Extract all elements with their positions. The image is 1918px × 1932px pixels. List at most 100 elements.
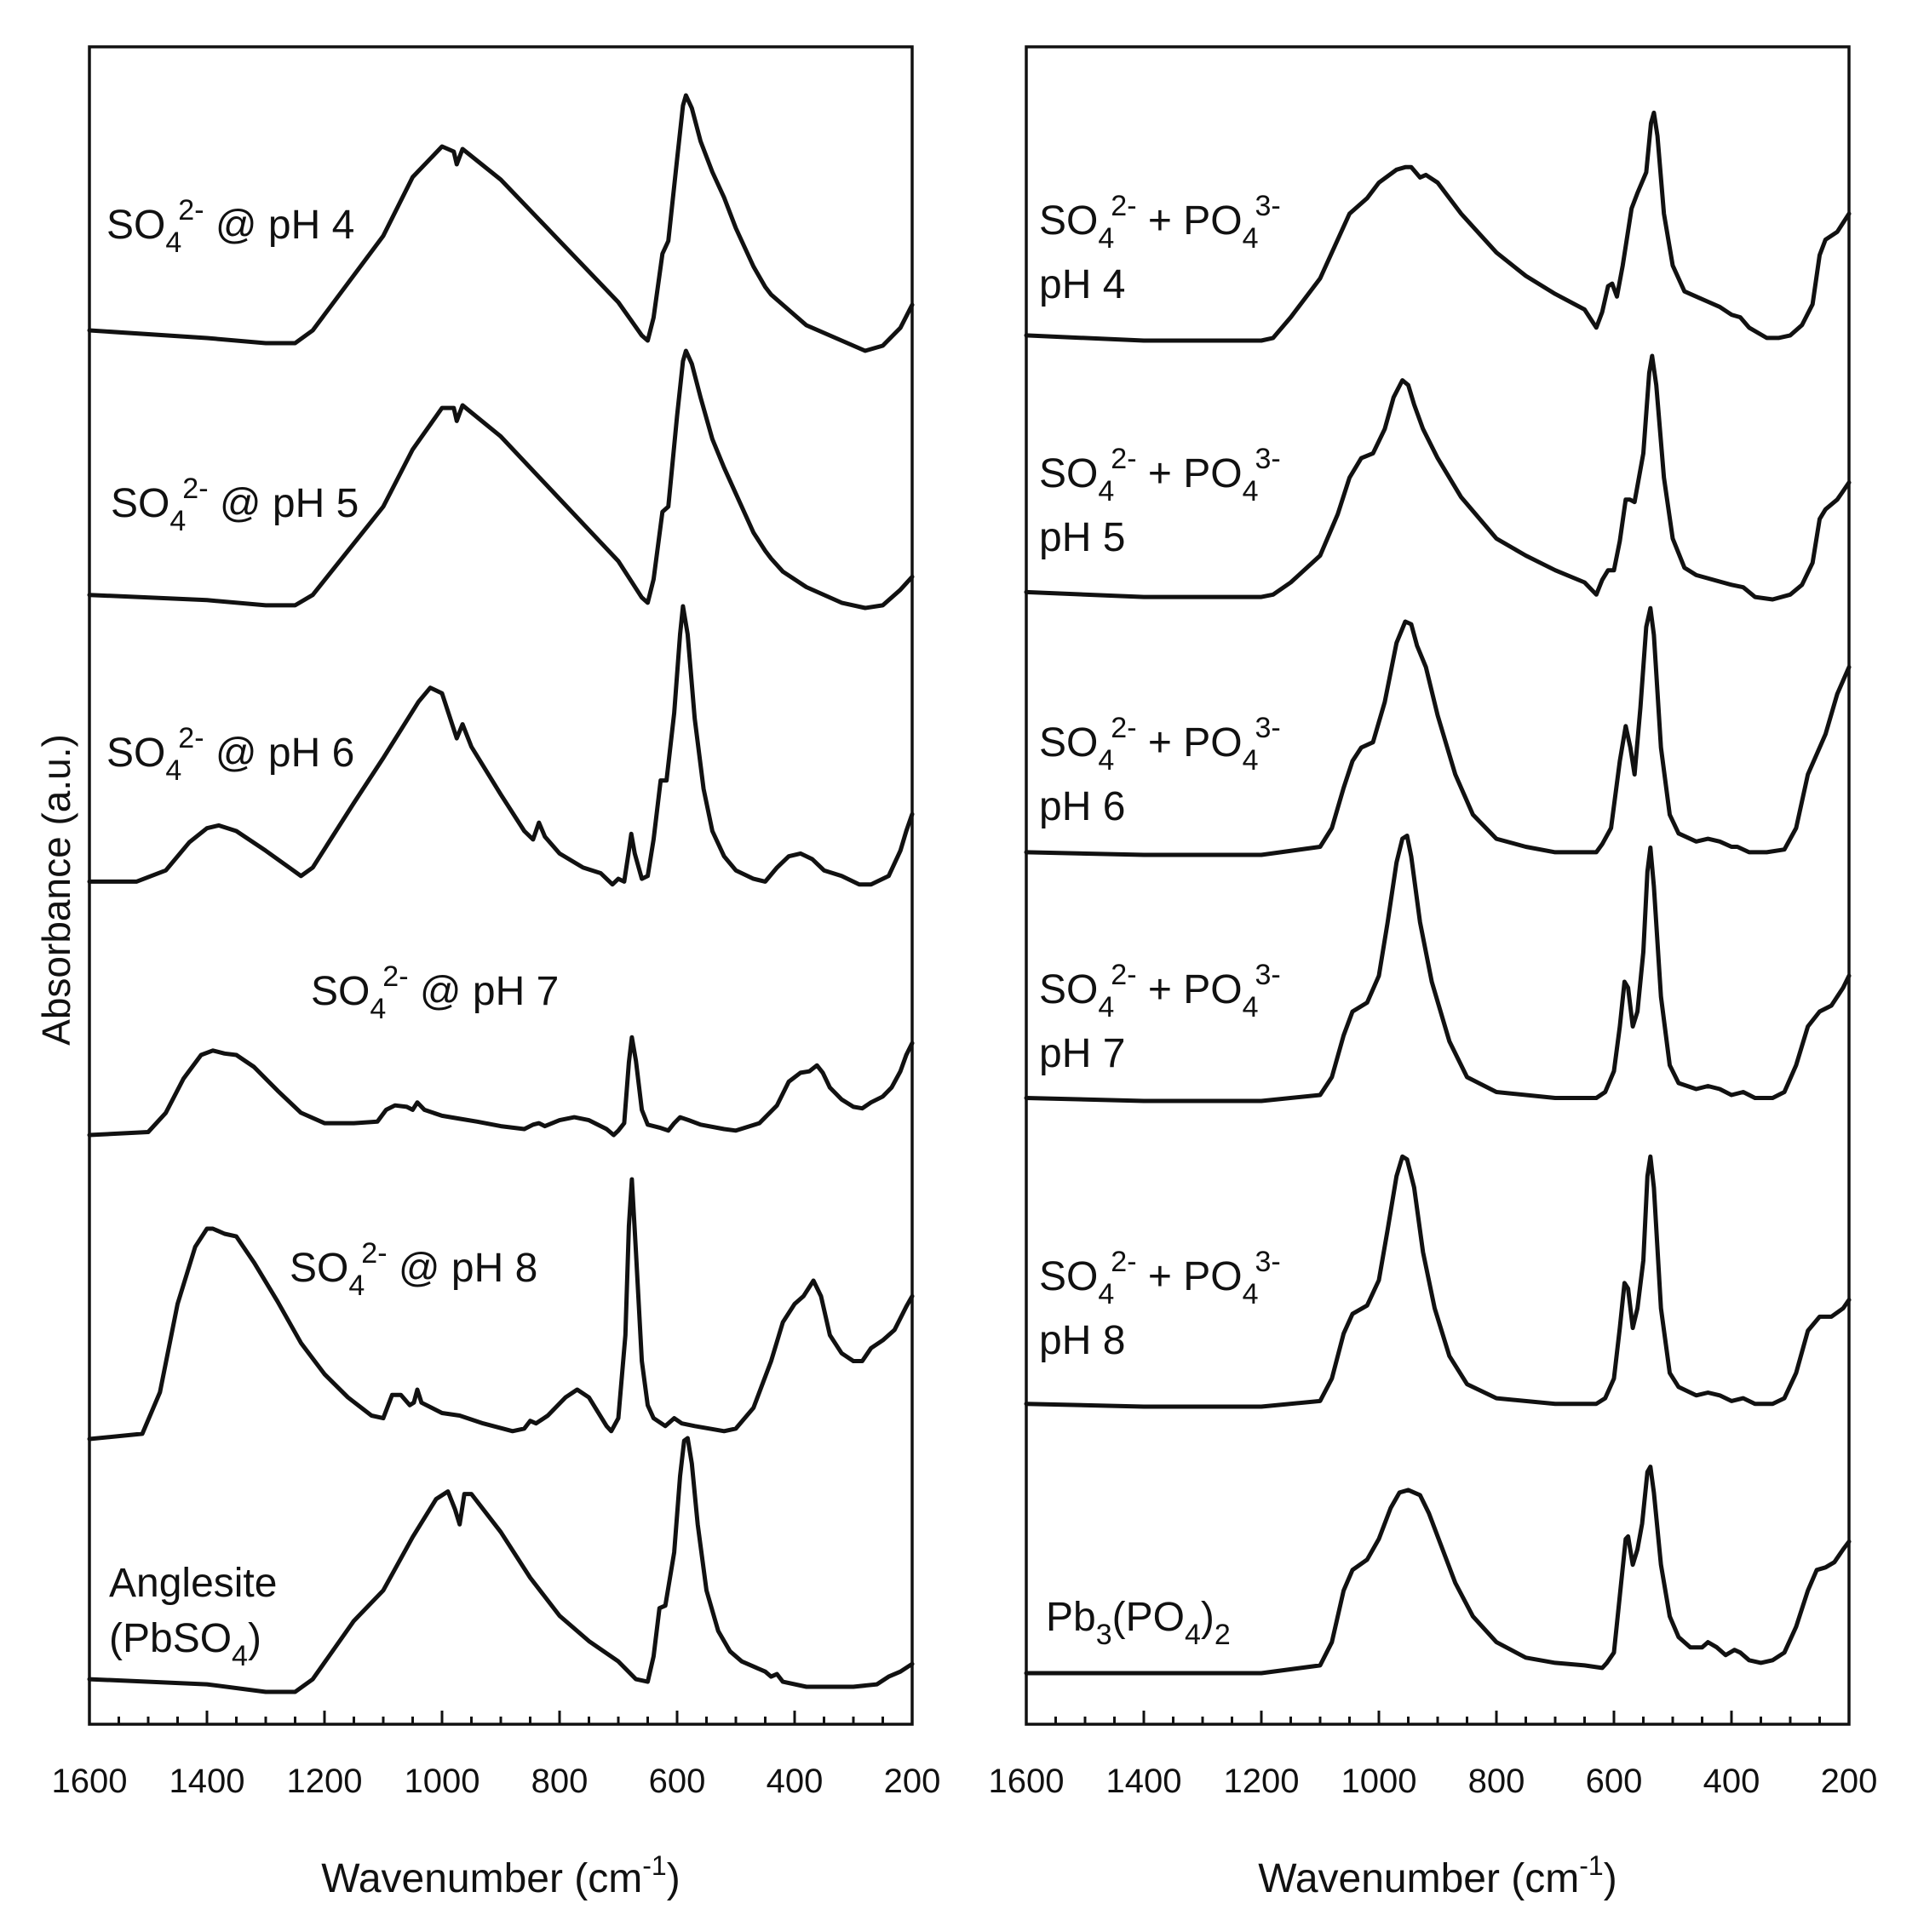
left-curves bbox=[87, 93, 915, 1694]
label-sup-0-1: 2- bbox=[178, 194, 204, 226]
label-sup-3-1: 2- bbox=[382, 960, 408, 993]
label-sup-4-1: 2- bbox=[361, 1237, 387, 1270]
label-sub-4-1: 4 bbox=[348, 1270, 365, 1302]
left-x-axis-label: Wavenumber (cm-1) bbox=[321, 1850, 680, 1901]
label-sub2-3-1: 4 bbox=[1243, 991, 1259, 1023]
label-sub-1-1: 4 bbox=[1098, 475, 1114, 507]
label-post-0-1: + PO bbox=[1137, 198, 1243, 244]
label-sup2-3-1: 3- bbox=[1255, 959, 1281, 991]
label-post-3-1: @ pH 7 bbox=[409, 969, 560, 1014]
right-label-2-line2: pH 6 bbox=[1039, 784, 1125, 829]
label-pre-1-1: SO bbox=[1039, 451, 1098, 496]
label-sub-0-1: 4 bbox=[1098, 222, 1114, 255]
label-sub-2-1: 4 bbox=[165, 754, 181, 787]
right-label-2: SO42- + PO43- bbox=[1039, 712, 1281, 777]
left-spectrum-0 bbox=[87, 93, 915, 353]
label-pre-0-2: pH 4 bbox=[1039, 262, 1125, 307]
right-label-5: Pb3(PO4)2 bbox=[1046, 1595, 1231, 1651]
left-tick-label-1000: 1000 bbox=[405, 1763, 480, 1800]
left-tick-label-600: 600 bbox=[649, 1763, 706, 1800]
left-label-5-line2: (PbSO4) bbox=[109, 1616, 261, 1672]
right-label-3-line2: pH 7 bbox=[1039, 1031, 1125, 1076]
label-post-5-1: (PO bbox=[1112, 1595, 1185, 1640]
right-label-3: SO42- + PO43- bbox=[1039, 959, 1281, 1023]
left-label-1: SO42- @ pH 5 bbox=[111, 473, 359, 537]
left-panel: 1600 1400 1200 1000 800 600 400 200 SO42- @ pH … bbox=[52, 45, 941, 1901]
right-label-4-line2: pH 8 bbox=[1039, 1318, 1125, 1363]
y-axis-label: Absorbance (a.u.) bbox=[34, 734, 78, 1046]
right-spectrum-4 bbox=[1024, 1154, 1852, 1409]
label-pre-3-2: pH 7 bbox=[1039, 1031, 1125, 1076]
right-x-axis-label-sup: -1 bbox=[1579, 1850, 1603, 1881]
label-sup-2-1: 2- bbox=[178, 722, 204, 754]
label-post-3-1: + PO bbox=[1137, 967, 1243, 1012]
label-sup-0-1: 2- bbox=[1111, 190, 1136, 222]
label-sub-3-1: 4 bbox=[1098, 991, 1114, 1023]
label-pre-1-2: pH 5 bbox=[1039, 515, 1125, 560]
label-sub-2-1: 4 bbox=[1098, 744, 1114, 777]
right-tick-label-1400: 1400 bbox=[1106, 1763, 1182, 1800]
label-sub-5-2: 4 bbox=[232, 1640, 248, 1672]
left-spectrum-2 bbox=[87, 604, 915, 887]
label-post-2-1: + PO bbox=[1137, 720, 1243, 765]
right-spectrum-0 bbox=[1024, 110, 1852, 343]
right-tick-label-1000: 1000 bbox=[1341, 1763, 1417, 1800]
left-x-axis-label-end: ) bbox=[667, 1856, 680, 1901]
label-sub-3-1: 4 bbox=[370, 993, 386, 1025]
left-x-axis-label-main: Wavenumber (cm bbox=[321, 1856, 642, 1901]
label-sub2-0-1: 4 bbox=[1243, 222, 1259, 255]
label-sup-1-1: 2- bbox=[1111, 443, 1136, 475]
label-sub3-5-1: 2 bbox=[1215, 1619, 1231, 1651]
label-post-0-1: @ pH 4 bbox=[204, 203, 355, 248]
right-label-1-line2: pH 5 bbox=[1039, 515, 1125, 560]
label-pre-3-1: SO bbox=[1039, 967, 1098, 1012]
label-post-1-1: + PO bbox=[1137, 451, 1243, 496]
right-tick-label-1600: 1600 bbox=[989, 1763, 1065, 1800]
label-sub-1-1: 4 bbox=[169, 505, 186, 537]
left-tick-label-400: 400 bbox=[767, 1763, 824, 1800]
label-sub2-5-1: 4 bbox=[1185, 1619, 1201, 1651]
label-pre-0-1: SO bbox=[106, 203, 165, 248]
left-label-3: SO42- @ pH 7 bbox=[311, 960, 559, 1025]
label-pre-4-2: pH 8 bbox=[1039, 1318, 1125, 1363]
left-spectrum-5 bbox=[87, 1436, 915, 1694]
label-post-4-1: + PO bbox=[1137, 1254, 1243, 1299]
left-label-0: SO42- @ pH 4 bbox=[106, 194, 354, 259]
label-sup-3-1: 2- bbox=[1111, 959, 1136, 991]
left-tick-label-1200: 1200 bbox=[287, 1763, 363, 1800]
right-x-axis-label: Wavenumber (cm-1) bbox=[1258, 1850, 1617, 1901]
left-tick-label-200: 200 bbox=[884, 1763, 941, 1800]
label-sup-1-1: 2- bbox=[182, 473, 208, 505]
label-sub-0-1: 4 bbox=[165, 226, 181, 259]
right-tick-label-400: 400 bbox=[1703, 1763, 1760, 1800]
label-sup2-4-1: 3- bbox=[1255, 1246, 1281, 1278]
left-spectrum-3 bbox=[87, 1035, 915, 1138]
label-pre-5-1: Anglesite bbox=[109, 1561, 277, 1606]
left-spectrum-4 bbox=[87, 1177, 915, 1442]
right-panel: 1600 1400 1200 1000 800 600 400 200 SO42- + PO4… bbox=[989, 45, 1877, 1901]
left-tick-label-800: 800 bbox=[531, 1763, 589, 1800]
left-label-2: SO42- @ pH 6 bbox=[106, 722, 354, 787]
right-label-4: SO42- + PO43- bbox=[1039, 1246, 1281, 1310]
right-x-axis-label-main: Wavenumber (cm bbox=[1258, 1856, 1579, 1901]
label-sup-2-1: 2- bbox=[1111, 712, 1136, 744]
right-tick-label-600: 600 bbox=[1586, 1763, 1643, 1800]
label-sub-4-1: 4 bbox=[1098, 1278, 1114, 1310]
label-sup2-2-1: 3- bbox=[1255, 712, 1281, 744]
label-sup-4-1: 2- bbox=[1111, 1246, 1136, 1278]
left-label-4: SO42- @ pH 8 bbox=[290, 1237, 537, 1302]
right-label-0: SO42- + PO43- bbox=[1039, 190, 1281, 255]
right-spectrum-2 bbox=[1024, 605, 1852, 857]
left-tick-label-1600: 1600 bbox=[52, 1763, 128, 1800]
label-pre-2-1: SO bbox=[1039, 720, 1098, 765]
left-tick-label-1400: 1400 bbox=[169, 1763, 245, 1800]
label-sub-5-1: 3 bbox=[1096, 1619, 1112, 1651]
right-spectrum-5 bbox=[1024, 1465, 1852, 1676]
label-sub2-1-1: 4 bbox=[1243, 475, 1259, 507]
label-post-1-1: @ pH 5 bbox=[209, 481, 359, 526]
left-label-5: Anglesite bbox=[109, 1561, 277, 1606]
right-label-0-line2: pH 4 bbox=[1039, 262, 1125, 307]
